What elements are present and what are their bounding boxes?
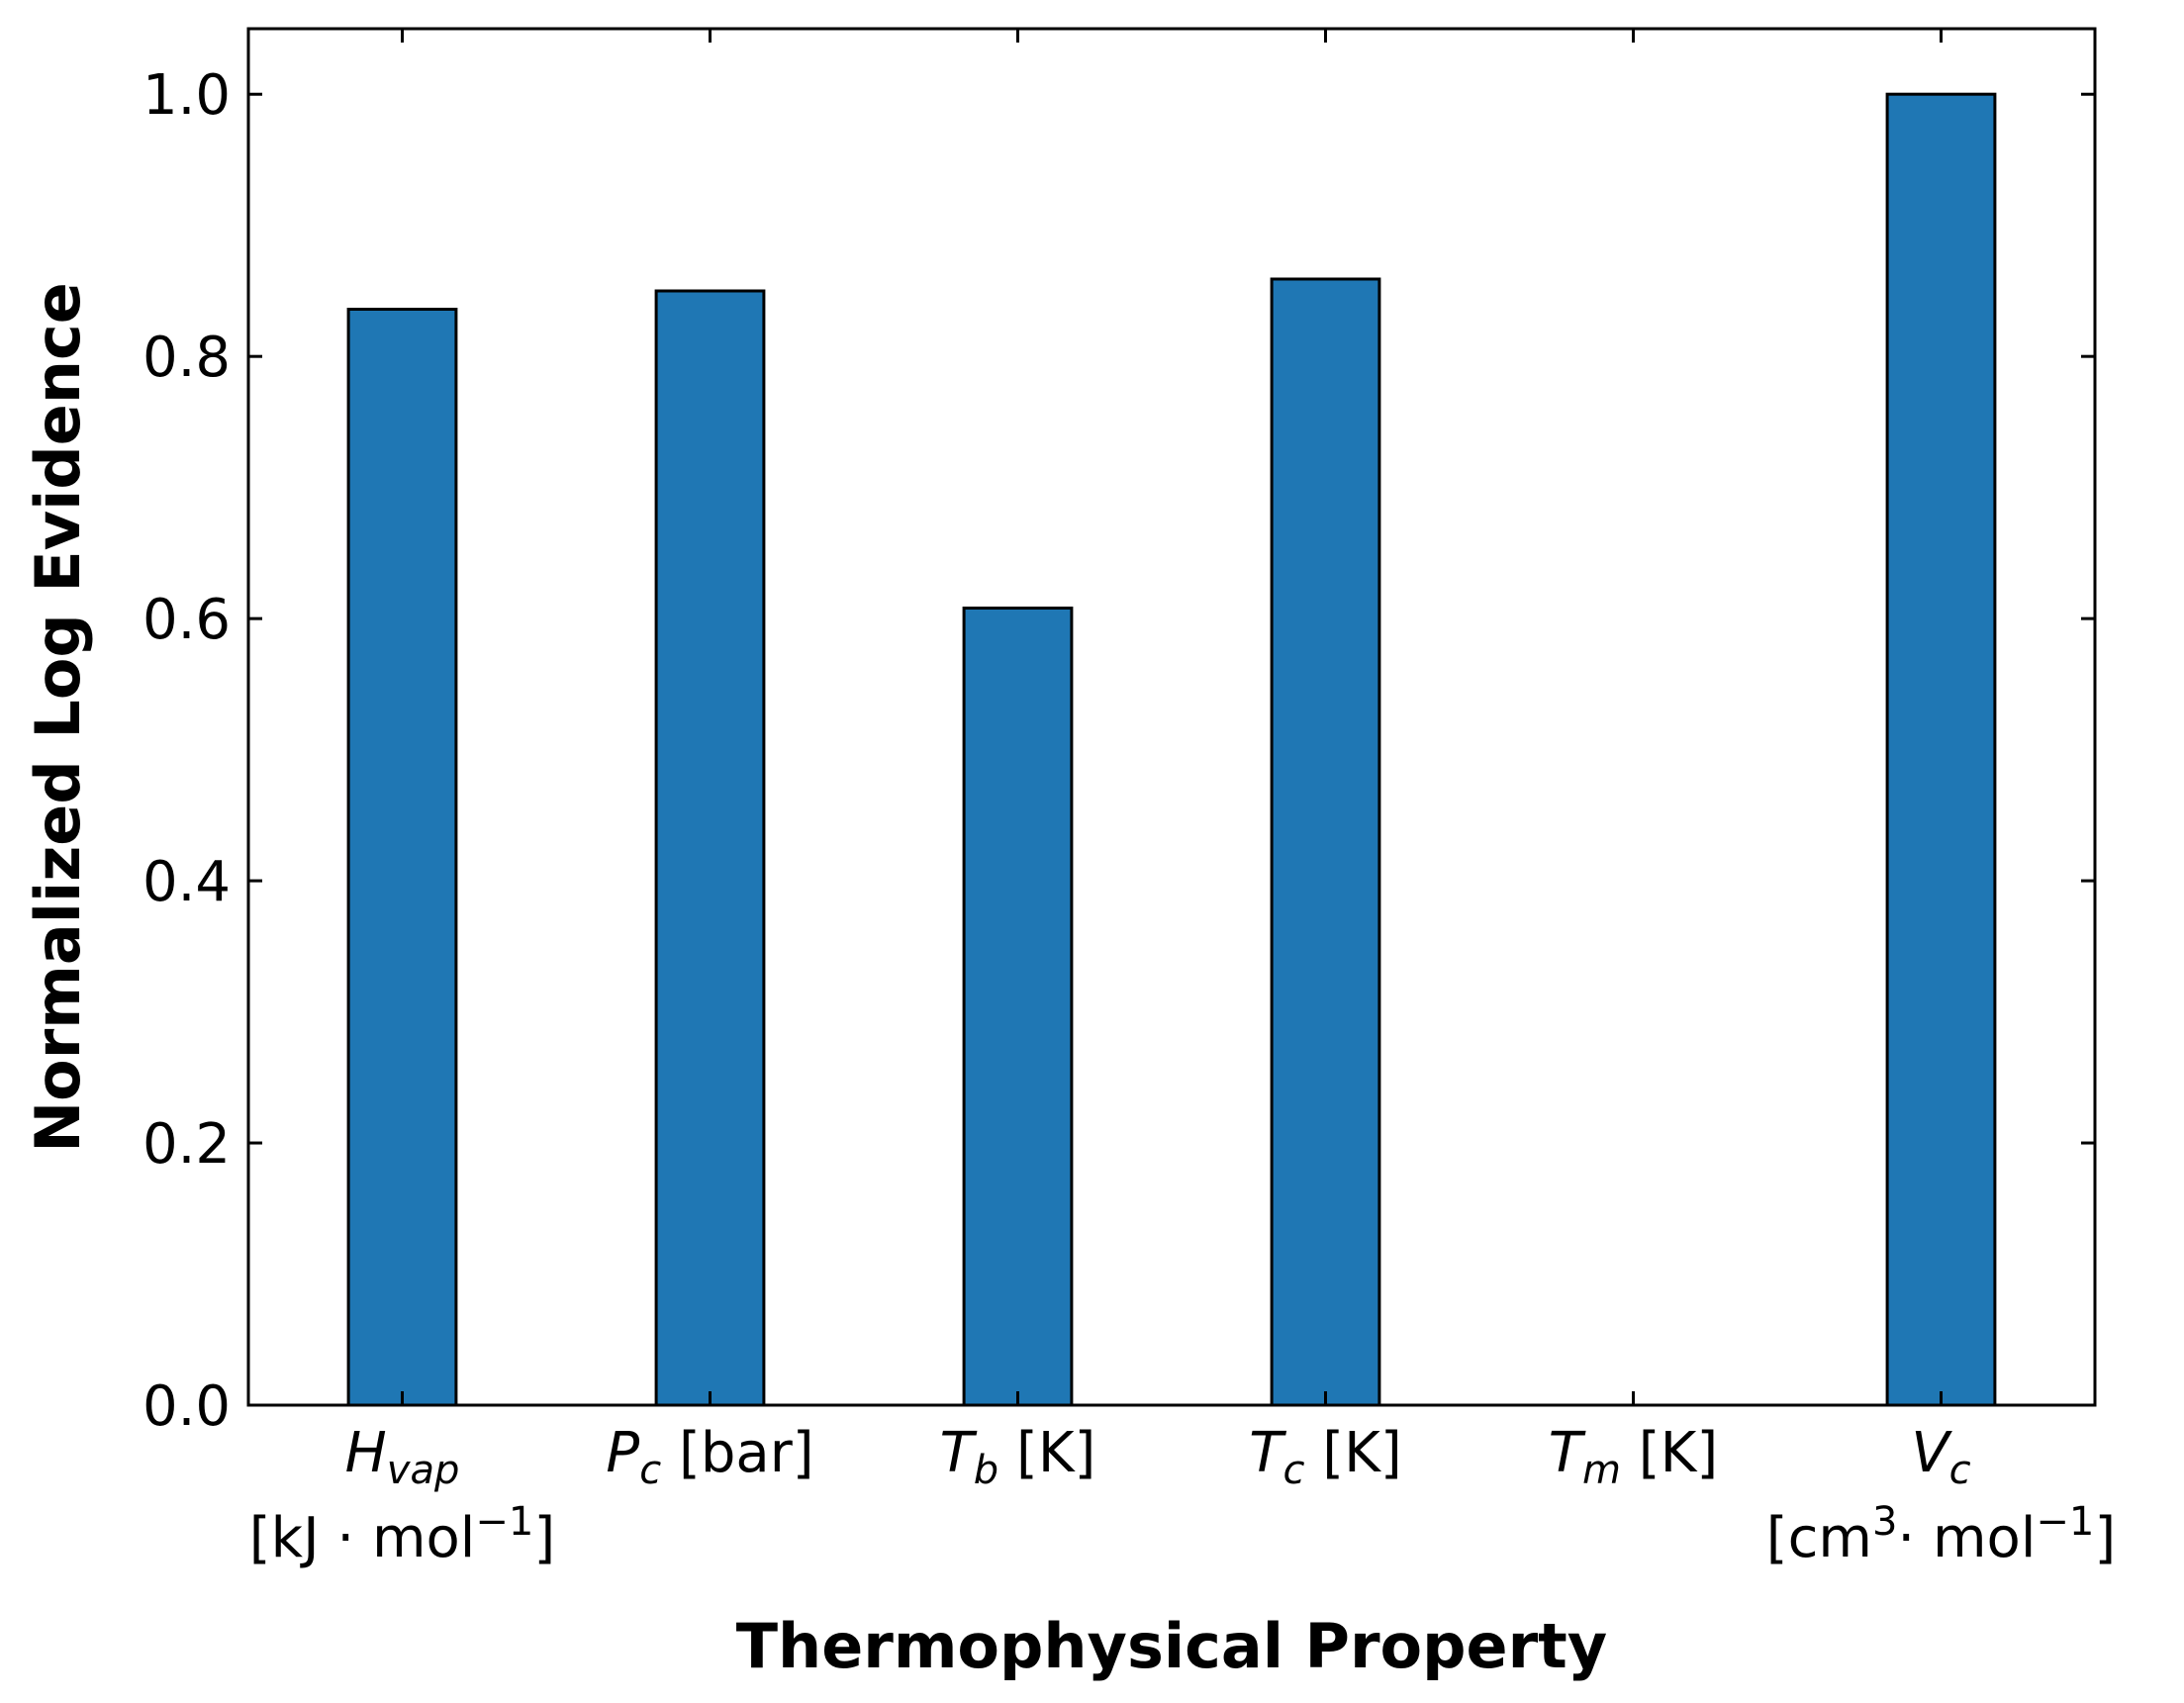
- y-tick-label-3: 0.6: [142, 588, 231, 652]
- x-tick-label-5: Vc: [1911, 1421, 1970, 1493]
- x-tick-labels: Hvap[kJ · mol−1] Pc [bar] Tb [K] Tc [K] Tm […: [249, 1421, 2116, 1570]
- bar-0: [346, 308, 458, 1407]
- y-tick-label-0: 0.0: [142, 1374, 231, 1439]
- y-tick-label-1: 0.2: [142, 1112, 231, 1177]
- x-tick-label-1: Pc [bar]: [606, 1421, 813, 1493]
- y-tick-label-4: 0.8: [142, 326, 231, 390]
- x-tick-label-0: Hvap: [345, 1421, 460, 1493]
- x-tick-label-2: Tb [K]: [940, 1421, 1096, 1493]
- plot-frame: [246, 27, 2097, 1407]
- bars-layer: [346, 92, 1997, 1407]
- y-tick-label-5: 1.0: [142, 63, 231, 128]
- y-axis-title: Normalized Log Evidence: [22, 282, 94, 1153]
- bar-1: [654, 289, 766, 1407]
- x-tick-label-unit-0: [kJ · mol−1]: [249, 1499, 555, 1570]
- x-tick-label-3: Tc [K]: [1249, 1421, 1401, 1493]
- bar-5: [1885, 92, 1997, 1407]
- bar-3: [1270, 277, 1381, 1407]
- ticks-layer: 0.0 0.2 0.4 0.6 0.8 1.0: [142, 29, 2095, 1439]
- bar-2: [962, 607, 1074, 1407]
- x-tick-label-unit-5: [cm3· mol−1]: [1766, 1499, 2116, 1570]
- x-tick-label-4: Tm [K]: [1549, 1421, 1718, 1493]
- x-axis-title: Thermophysical Property: [736, 1610, 1607, 1682]
- y-tick-label-2: 0.4: [142, 850, 231, 914]
